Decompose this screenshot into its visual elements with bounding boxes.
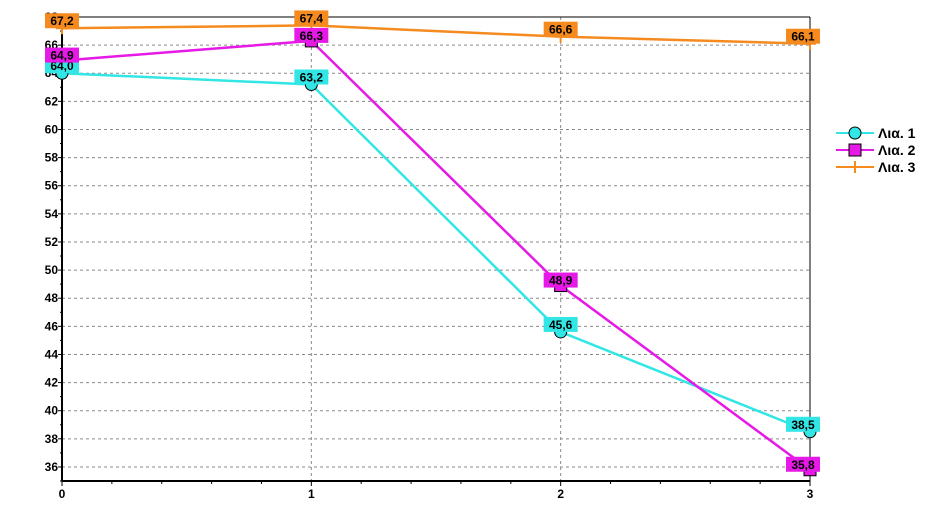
data-labels-group: 64,0 63,2 45,6 38,5 64,9 66,3 48,9 35,8 67,2 67,4…	[45, 10, 820, 472]
data-label-box	[786, 28, 820, 44]
data-label: 66,3	[300, 29, 324, 43]
data-label: 67,4	[300, 11, 324, 25]
legend-label: Λια. 1	[878, 125, 916, 141]
y-tick-label: 36	[45, 460, 59, 474]
series-line	[61, 24, 811, 45]
data-label: 48,9	[549, 274, 573, 288]
legend-item: Λια. 3	[836, 159, 916, 175]
data-label-box	[786, 416, 820, 432]
y-tick-label: 52	[45, 235, 59, 249]
y-tick-label: 48	[45, 291, 59, 305]
legend-label: Λια. 3	[878, 159, 916, 175]
y-axis-ticks: 3638404244464850525456586062646668	[45, 10, 62, 482]
x-axis-ticks: 0 1 2 3	[59, 481, 814, 501]
y-tick-label: 60	[45, 122, 59, 136]
x-tick-label: 1	[308, 487, 315, 501]
x-tick-label: 0	[59, 487, 66, 501]
data-label: 38,5	[791, 418, 815, 432]
y-tick-label: 38	[45, 432, 59, 446]
data-label-box	[45, 13, 79, 29]
data-label-box	[543, 21, 578, 37]
x-tick-label: 2	[557, 487, 564, 501]
data-label: 66,1	[791, 30, 815, 44]
data-label-box	[543, 316, 578, 332]
y-tick-label: 42	[45, 376, 59, 390]
y-tick-label: 40	[45, 404, 59, 418]
legend-marker	[848, 126, 862, 140]
y-tick-label: 54	[45, 207, 59, 221]
series-line	[61, 39, 811, 471]
data-label: 35,8	[791, 458, 815, 472]
grid-lines	[62, 16, 810, 481]
data-label: 64,0	[50, 59, 74, 73]
y-tick-label: 46	[45, 319, 59, 333]
legend-label: Λια. 2	[878, 142, 916, 158]
y-tick-label: 58	[45, 151, 59, 165]
data-label: 66,6	[549, 23, 573, 37]
axes	[61, 16, 811, 482]
series-group	[55, 19, 817, 477]
data-label: 63,2	[300, 70, 324, 84]
legend-item: Λια. 1	[836, 125, 916, 141]
y-tick-label: 50	[45, 263, 59, 277]
x-tick-label: 3	[807, 487, 814, 501]
series-line	[61, 71, 811, 433]
data-label-box	[786, 456, 820, 472]
legend-marker	[848, 143, 862, 157]
legend-item: Λια. 2	[836, 142, 916, 158]
data-label: 45,6	[549, 318, 573, 332]
data-label-box	[294, 69, 329, 85]
data-label: 67,2	[50, 14, 74, 28]
y-tick-label: 62	[45, 94, 59, 108]
y-tick-label: 44	[45, 347, 59, 361]
data-label-box	[45, 47, 79, 63]
data-label-box	[294, 27, 329, 43]
data-label-box	[294, 10, 329, 26]
data-label-box	[543, 272, 578, 288]
y-tick-label: 56	[45, 179, 59, 193]
data-label: 64,9	[50, 49, 74, 63]
